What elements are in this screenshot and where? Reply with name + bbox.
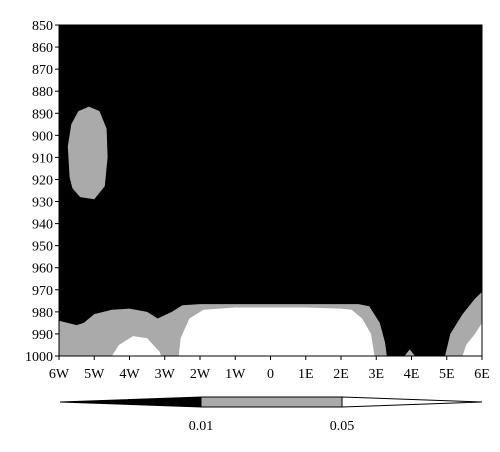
y-tick-label: 930	[32, 196, 53, 211]
y-axis: 850 860 870 880 890 900 910 920 930 940 950 960 970 9…	[25, 19, 59, 365]
x-tick-label: 4W	[119, 367, 140, 382]
y-tick-label: 940	[32, 218, 53, 233]
y-tick-label: 880	[32, 85, 53, 100]
x-tick-label: 5W	[84, 367, 105, 382]
colorbar-segment-low	[59, 396, 202, 408]
y-tick-label: 950	[32, 240, 53, 255]
x-tick-label: 3E	[368, 367, 384, 382]
field-background	[59, 25, 482, 356]
y-tick-label: 990	[32, 328, 53, 343]
x-tick-label: 2E	[333, 367, 349, 382]
colorbar-segment-mid	[200, 396, 343, 408]
y-tick-label: 920	[32, 173, 53, 188]
contour-region-4	[111, 336, 162, 356]
colorbar: 0.01 0.05	[59, 396, 483, 434]
contour-region-2	[404, 349, 415, 356]
x-tick-label: 6W	[49, 367, 70, 382]
contour-region-0	[67, 106, 108, 200]
x-tick-label: 2W	[190, 367, 211, 382]
y-tick-label: 910	[32, 151, 53, 166]
x-tick-label: 6E	[474, 367, 490, 382]
y-tick-label: 960	[32, 262, 53, 277]
y-tick-label: 900	[32, 129, 53, 144]
y-tick-label: 1000	[25, 350, 53, 365]
x-tick-label: 1E	[298, 367, 314, 382]
x-tick-label: 5E	[439, 367, 455, 382]
colorbar-level-label: 0.01	[189, 419, 214, 434]
contour-region-5	[178, 307, 375, 356]
y-tick-label: 890	[32, 107, 53, 122]
y-tick-label: 860	[32, 41, 53, 56]
y-tick-label: 980	[32, 306, 53, 321]
x-tick-label: 4E	[404, 367, 420, 382]
y-tick-label: 870	[32, 63, 53, 78]
x-axis: 6W 5W 4W 3W 2W 1W 0 1E 2E 3E 4E 5E 6E	[49, 356, 490, 382]
colorbar-level-label: 0.05	[330, 419, 355, 434]
colorbar-segment-high	[341, 396, 483, 408]
x-tick-label: 0	[267, 367, 274, 382]
contour-region-6	[462, 322, 482, 356]
y-tick-label: 970	[32, 284, 53, 299]
x-tick-label: 3W	[155, 367, 176, 382]
y-tick-label: 850	[32, 19, 53, 34]
x-tick-label: 1W	[225, 367, 246, 382]
plot-area	[58, 24, 483, 357]
